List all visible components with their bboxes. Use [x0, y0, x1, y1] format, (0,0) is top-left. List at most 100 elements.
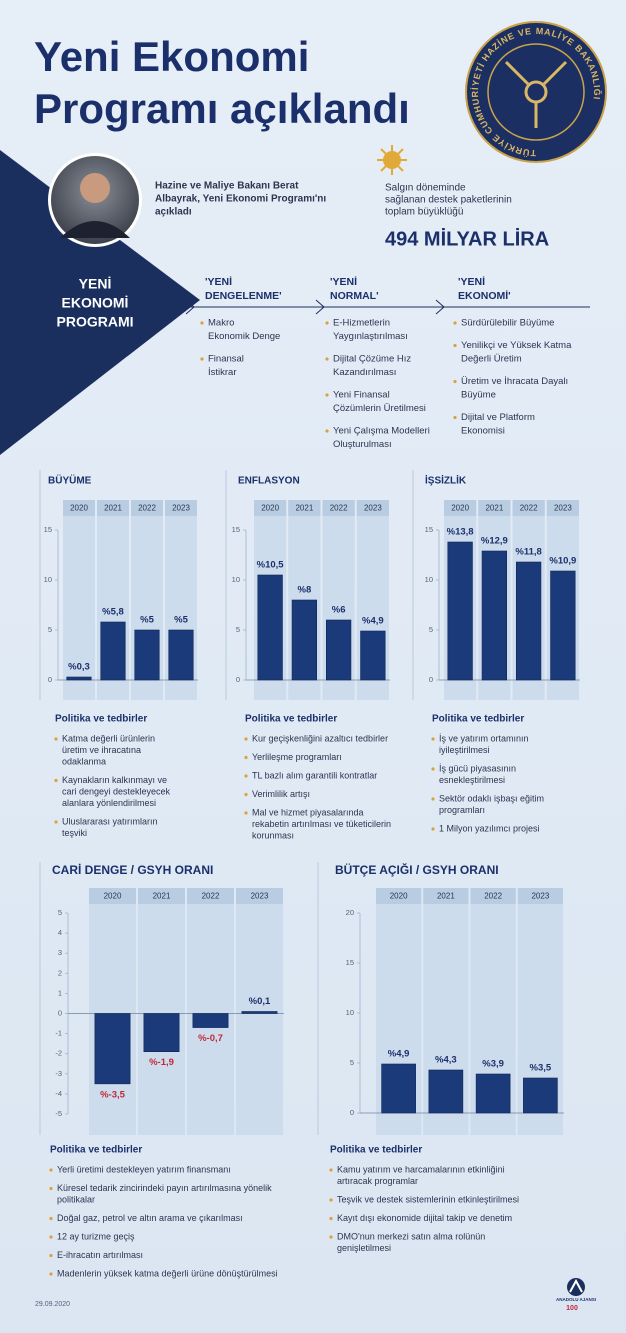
program-title: EKONOMİ	[62, 295, 129, 311]
policy-item: Madenlerin yüksek katma değerli ürüne dö…	[57, 1268, 278, 1278]
category-header	[63, 500, 95, 516]
bar	[550, 570, 576, 681]
y-tick-label: 1	[58, 988, 62, 997]
policy-item: Kaynakların kalkınmayı ve	[62, 775, 167, 785]
bullet	[49, 1235, 53, 1239]
bullet	[54, 820, 58, 824]
minister-caption: açıkladı	[155, 207, 192, 218]
y-tick-label: 10	[232, 575, 240, 584]
x-tick-label: 2023	[364, 504, 382, 513]
x-tick-label: 2020	[261, 504, 279, 513]
footer-date: 29.09.2020	[35, 1301, 70, 1308]
program-item: E-Hizmetlerin	[333, 318, 390, 329]
program-item: Yaygınlaştırılması	[333, 331, 408, 342]
bar	[360, 630, 386, 681]
y-tick-label: 0	[58, 1008, 62, 1017]
policy-item: genişletilmesi	[337, 1243, 391, 1253]
y-tick-label: 0	[429, 675, 433, 684]
value-label: %4,9	[388, 1049, 410, 1060]
policy-title: Politika ve tedbirler	[330, 1145, 422, 1156]
policy-item: 1 Milyon yazılımcı projesi	[439, 823, 540, 833]
value-label: %-0,7	[198, 1033, 223, 1044]
category-header	[254, 500, 287, 516]
bullet	[329, 1235, 333, 1239]
bar	[192, 1013, 229, 1028]
bullet	[244, 774, 248, 778]
value-label: %10,9	[549, 556, 576, 567]
bar	[481, 550, 508, 681]
x-tick-label: 2020	[70, 504, 88, 513]
policy-item: Uluslararası yatırımların	[62, 816, 158, 826]
policy-item: Kur geçişkenliğini azaltıcı tedbirler	[252, 733, 388, 743]
policy-item: rekabetin artırılması ve tüketicilerin	[252, 819, 391, 829]
y-tick-label: 5	[429, 625, 433, 634]
bullet	[431, 827, 435, 831]
value-label: %5,8	[102, 607, 124, 618]
category-column	[187, 888, 234, 1135]
bar	[168, 629, 194, 681]
program-rule	[185, 299, 590, 315]
y-tick-label: -4	[55, 1089, 62, 1098]
program-item: Dijital Çözüme Hız	[333, 354, 411, 365]
bar	[66, 676, 92, 681]
y-tick-label: 10	[425, 575, 433, 584]
x-tick-label: 2022	[330, 504, 348, 513]
policy-item: Verimlilik artışı	[252, 789, 310, 799]
category-header	[138, 888, 185, 904]
category-header	[131, 500, 163, 516]
policy-item: Katma değerli ürünlerin	[62, 733, 155, 743]
category-header	[288, 500, 321, 516]
bullet	[244, 792, 248, 797]
y-tick-label: 10	[346, 1008, 354, 1017]
category-column	[138, 888, 185, 1135]
x-tick-label: 2023	[554, 504, 572, 513]
y-tick-label: 20	[346, 908, 354, 917]
bullet	[244, 755, 248, 760]
bullet	[453, 321, 457, 325]
program-item: Çözümlerin Üretilmesi	[333, 403, 426, 414]
chart-title: BÜYÜME	[48, 474, 92, 487]
bullet	[329, 1168, 333, 1172]
program-item: Kazandırılması	[333, 367, 396, 378]
aa-logo	[567, 1278, 585, 1296]
bullet	[49, 1253, 53, 1258]
policy-item: korunması	[252, 830, 294, 840]
y-tick-label: 15	[44, 525, 52, 534]
value-label: %12,9	[481, 536, 508, 547]
bullet	[49, 1186, 53, 1191]
policy-item: programları	[439, 805, 485, 815]
program-item: Büyüme	[461, 390, 496, 401]
bullet	[49, 1216, 53, 1221]
policy-item: Mal ve hizmet piyasalarında	[252, 807, 364, 817]
value-label: %6	[332, 605, 346, 616]
x-tick-label: 2020	[104, 892, 122, 901]
policy-item: İş gücü piyasasının	[439, 763, 516, 773]
policy-item: DMO'nun merkezi satın alma rolünün	[337, 1231, 485, 1241]
program-column-title: 'YENİ	[205, 275, 232, 288]
category-header	[322, 500, 355, 516]
policy-title: Politika ve tedbirler	[55, 714, 147, 725]
chart-title: ENFLASYON	[238, 476, 300, 487]
bar	[428, 1069, 464, 1114]
program-column-title: 'YENİ	[330, 275, 357, 288]
y-tick-label: 10	[44, 575, 52, 584]
x-tick-label: 2022	[202, 892, 220, 901]
category-column	[63, 500, 95, 700]
bullet	[49, 1272, 53, 1276]
policy-item: E-ihracatın artırılması	[57, 1250, 143, 1260]
bullet	[325, 321, 329, 325]
bar	[325, 619, 352, 681]
policy-item: Doğal gaz, petrol ve altın arama ve çıka…	[57, 1213, 243, 1223]
category-header	[187, 888, 234, 904]
category-header	[376, 888, 422, 904]
program-item: Üretim ve İhracata Dayalı	[461, 376, 568, 387]
y-tick-label: 5	[236, 625, 240, 634]
value-label: %4,3	[435, 1055, 457, 1066]
bar	[257, 574, 283, 681]
policy-item: cari dengeyi destekleyecek	[62, 786, 171, 796]
category-header	[470, 888, 516, 904]
category-header	[236, 888, 283, 904]
bullet	[325, 357, 329, 361]
category-header	[165, 500, 197, 516]
